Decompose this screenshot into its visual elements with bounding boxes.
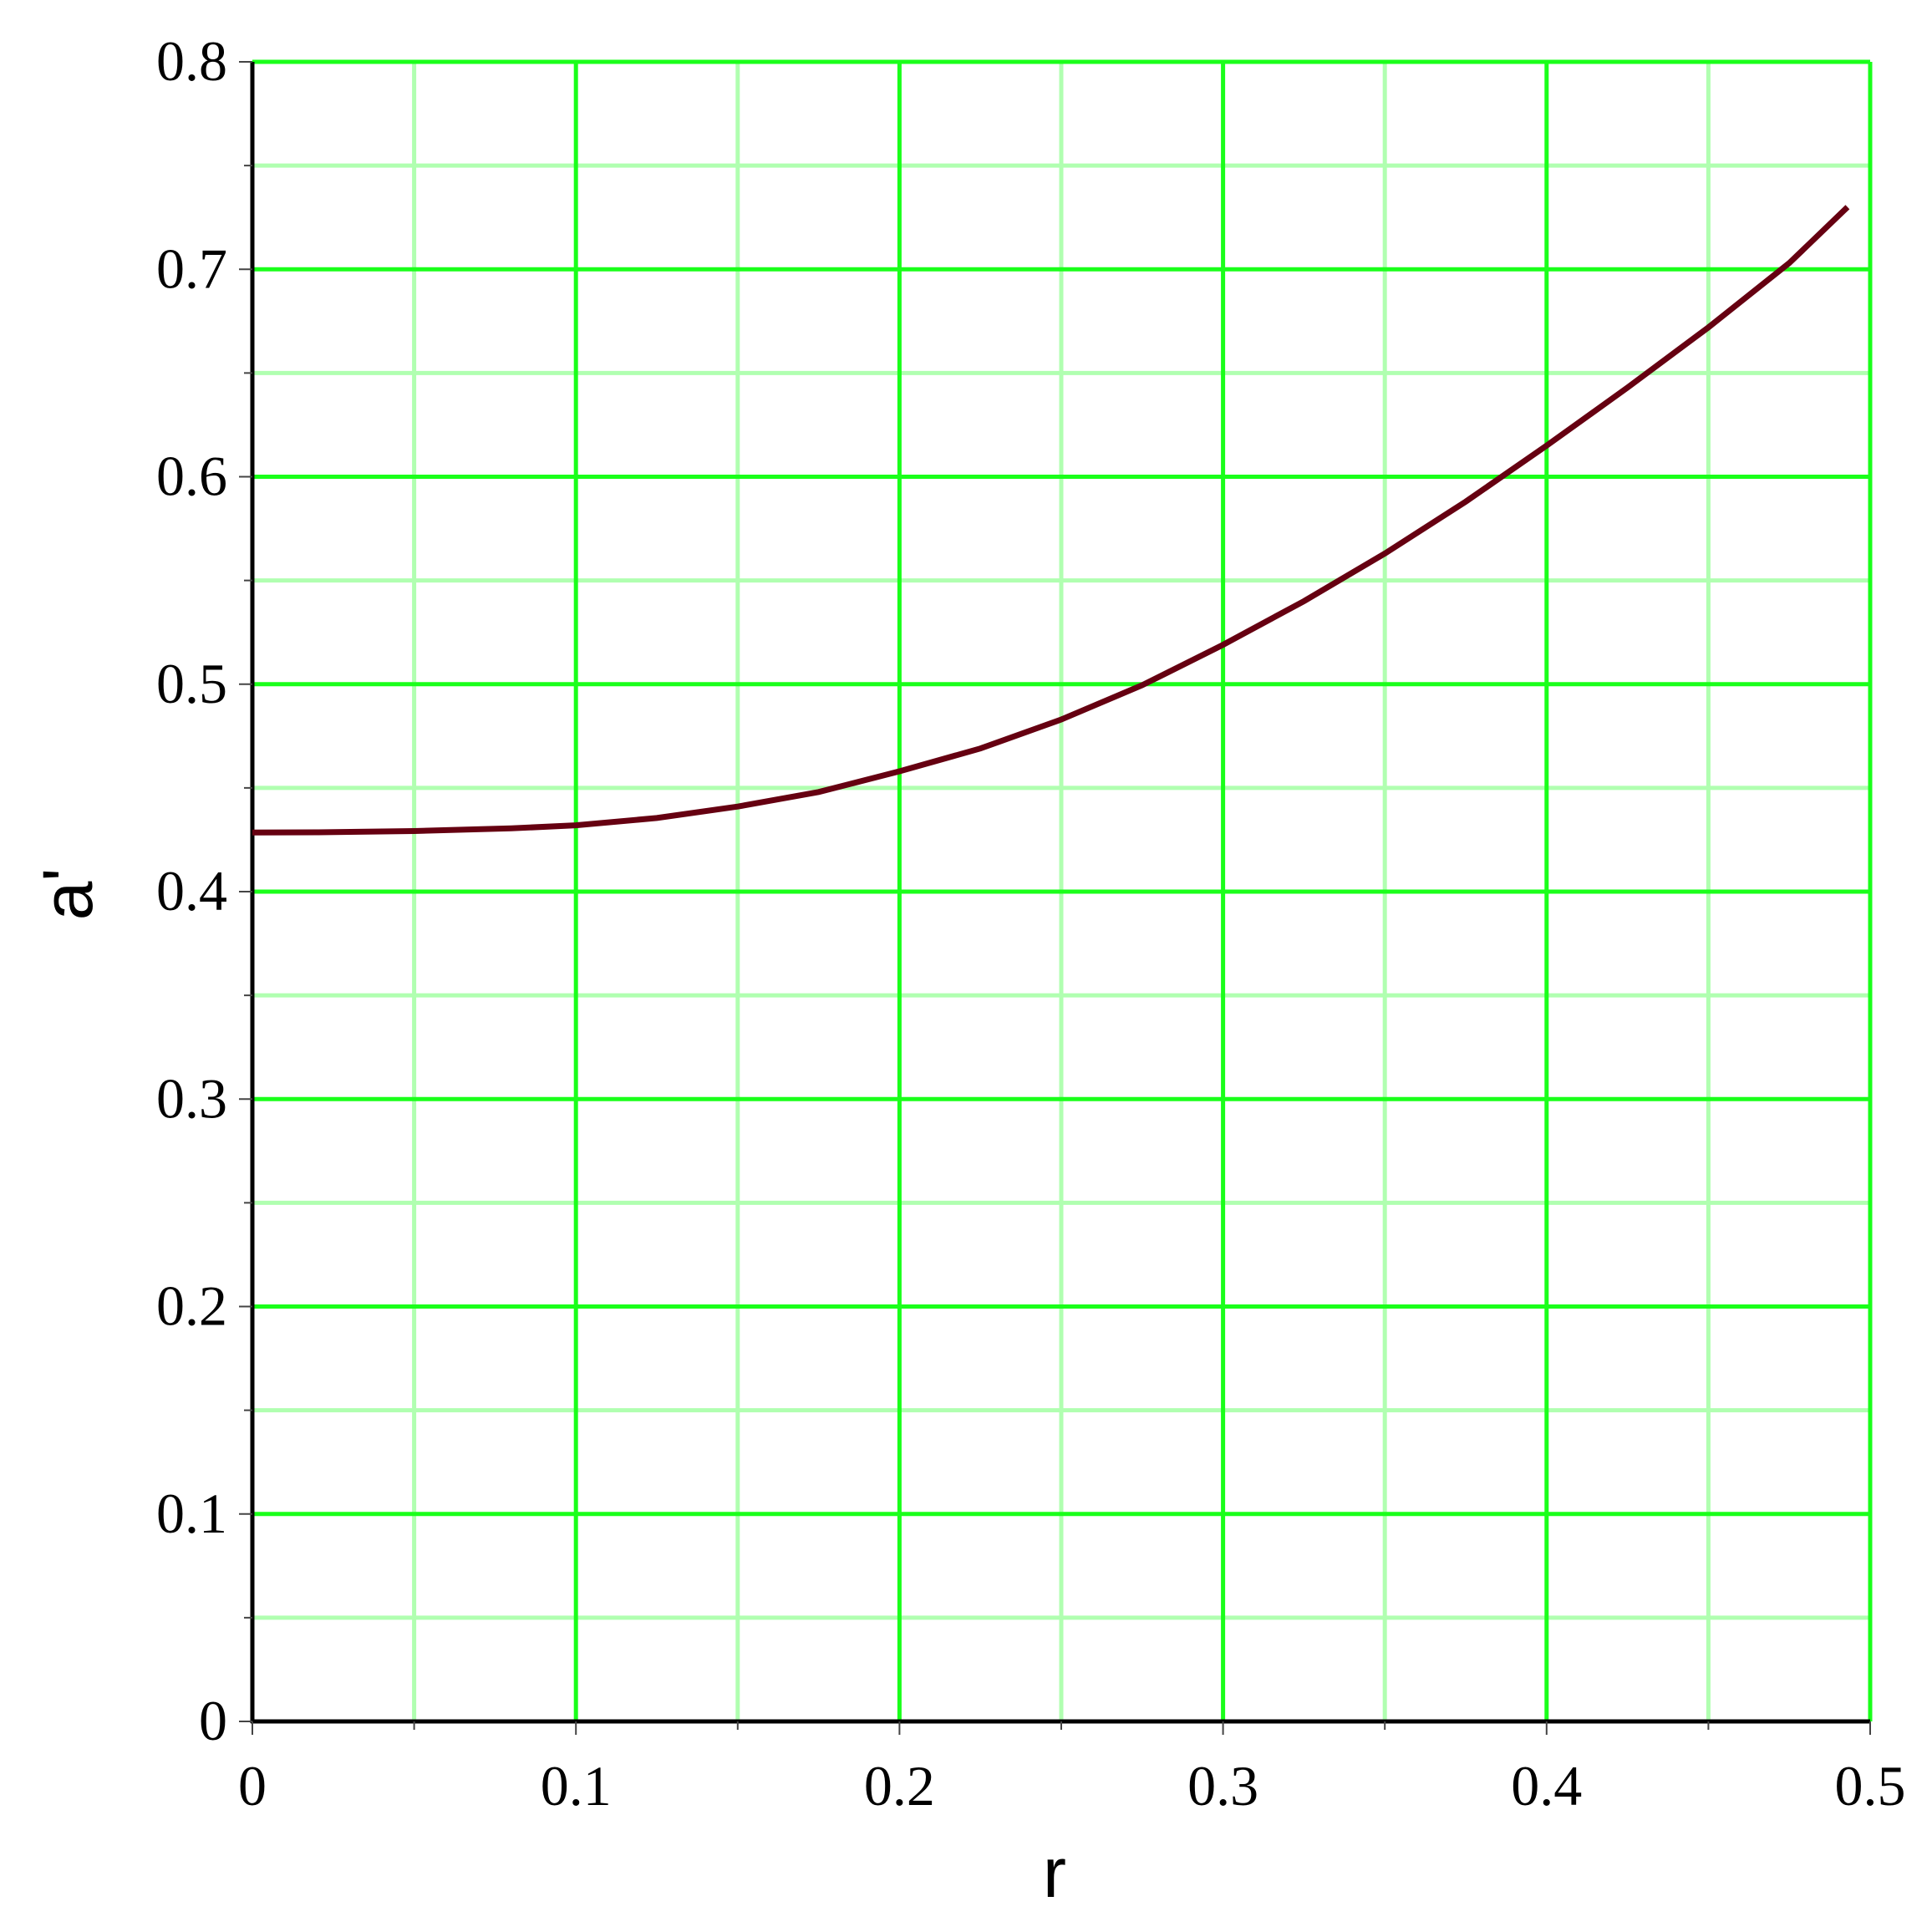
x-tick-label: 0.2 (864, 1754, 935, 1818)
x-tick-labels: 0 0.1 0.2 0.3 0.4 0.5 (238, 1754, 1906, 1818)
y-tick-label: 0.6 (156, 445, 227, 508)
y-tick-label: 0.3 (156, 1066, 227, 1130)
x-tick-label: 0 (238, 1754, 267, 1818)
y-tick-label: 0.5 (156, 652, 227, 715)
y-axis-label: a' (28, 868, 107, 921)
series-line (252, 205, 1850, 836)
major-grid (252, 59, 1873, 1721)
y-tick-labels: 0 0.1 0.2 0.3 0.4 0.5 0.6 0.7 0.8 (156, 29, 227, 1752)
y-tick-label: 0.4 (156, 859, 227, 923)
y-tick-label: 0.1 (156, 1482, 227, 1545)
x-tick-label: 0.1 (541, 1754, 612, 1818)
x-axis-label: r (1043, 1833, 1066, 1912)
y-tick-label: 0 (199, 1689, 227, 1752)
y-tick-label: 0.8 (156, 29, 227, 93)
y-tick-label: 0.2 (156, 1274, 227, 1338)
axes (239, 61, 1871, 1735)
x-tick-label: 0.4 (1511, 1754, 1582, 1818)
x-tick-label: 0.3 (1187, 1754, 1258, 1818)
y-tick-label: 0.7 (156, 236, 227, 300)
x-tick-label: 0.5 (1835, 1754, 1906, 1818)
